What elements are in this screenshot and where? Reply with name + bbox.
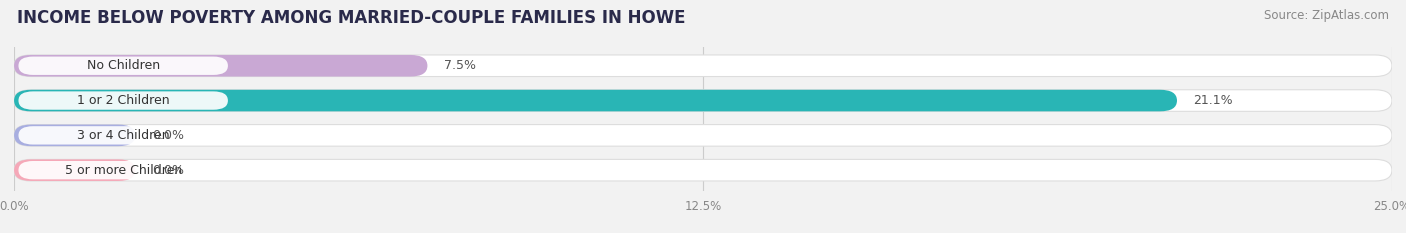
FancyBboxPatch shape bbox=[14, 90, 1392, 111]
Text: 21.1%: 21.1% bbox=[1194, 94, 1233, 107]
Text: 3 or 4 Children: 3 or 4 Children bbox=[77, 129, 170, 142]
FancyBboxPatch shape bbox=[14, 125, 135, 146]
FancyBboxPatch shape bbox=[14, 125, 1392, 146]
Text: No Children: No Children bbox=[87, 59, 160, 72]
Text: INCOME BELOW POVERTY AMONG MARRIED-COUPLE FAMILIES IN HOWE: INCOME BELOW POVERTY AMONG MARRIED-COUPL… bbox=[17, 9, 685, 27]
FancyBboxPatch shape bbox=[18, 126, 228, 144]
Text: Source: ZipAtlas.com: Source: ZipAtlas.com bbox=[1264, 9, 1389, 22]
Text: 0.0%: 0.0% bbox=[152, 129, 184, 142]
FancyBboxPatch shape bbox=[18, 91, 228, 110]
FancyBboxPatch shape bbox=[18, 57, 228, 75]
FancyBboxPatch shape bbox=[14, 159, 1392, 181]
Text: 5 or more Children: 5 or more Children bbox=[65, 164, 181, 177]
FancyBboxPatch shape bbox=[14, 55, 427, 76]
Text: 1 or 2 Children: 1 or 2 Children bbox=[77, 94, 170, 107]
FancyBboxPatch shape bbox=[14, 159, 135, 181]
FancyBboxPatch shape bbox=[14, 55, 1392, 76]
FancyBboxPatch shape bbox=[18, 161, 228, 179]
FancyBboxPatch shape bbox=[14, 90, 1177, 111]
Text: 0.0%: 0.0% bbox=[152, 164, 184, 177]
Text: 7.5%: 7.5% bbox=[444, 59, 477, 72]
